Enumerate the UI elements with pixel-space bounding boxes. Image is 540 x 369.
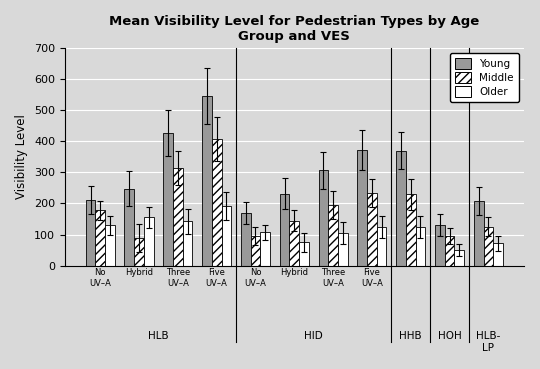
Text: HLB-
LP: HLB- LP (476, 331, 501, 353)
Text: HOH: HOH (438, 331, 462, 341)
Bar (483, 227, 493, 266)
Legend: Young, Middle, Older: Young, Middle, Older (450, 53, 518, 103)
Bar (163, 133, 173, 266)
Bar (212, 139, 221, 266)
Bar (406, 194, 416, 266)
Bar (144, 217, 153, 266)
Title: Mean Visibility Level for Pedestrian Types by Age
Group and VES: Mean Visibility Level for Pedestrian Typ… (109, 15, 480, 43)
Bar (125, 189, 134, 266)
Bar (445, 236, 455, 266)
Bar (280, 193, 289, 266)
Bar (260, 232, 270, 266)
Bar (241, 213, 251, 266)
Bar (299, 242, 309, 266)
Bar (86, 200, 96, 266)
Bar (173, 168, 183, 266)
Bar (474, 201, 483, 266)
Bar (396, 151, 406, 266)
Y-axis label: Visibility Level: Visibility Level (16, 114, 29, 199)
Text: HHB: HHB (400, 331, 422, 341)
Bar (134, 238, 144, 266)
Bar (493, 243, 503, 266)
Bar (105, 225, 115, 266)
Bar (319, 170, 328, 266)
Bar (328, 205, 338, 266)
Bar (202, 96, 212, 266)
Bar (455, 250, 464, 266)
Bar (416, 227, 426, 266)
Text: HID: HID (305, 331, 323, 341)
Bar (338, 233, 348, 266)
Text: HLB: HLB (148, 331, 169, 341)
Bar (183, 221, 192, 266)
Bar (221, 206, 231, 266)
Bar (289, 221, 299, 266)
Bar (251, 236, 260, 266)
Bar (357, 150, 367, 266)
Bar (367, 193, 377, 266)
Bar (377, 227, 387, 266)
Bar (435, 225, 445, 266)
Bar (96, 210, 105, 266)
